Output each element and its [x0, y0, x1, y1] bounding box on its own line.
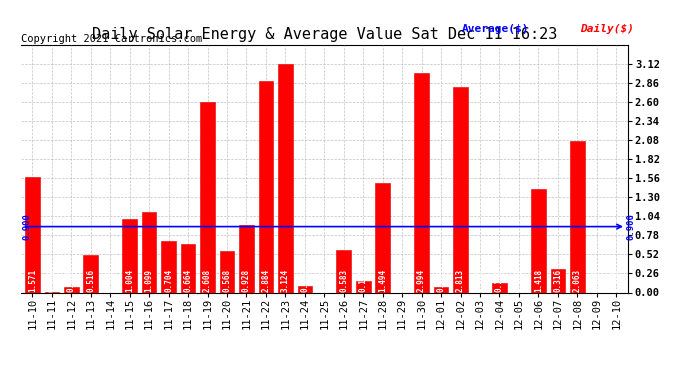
Text: 1.099: 1.099: [145, 269, 154, 292]
Text: 0.000: 0.000: [106, 269, 115, 292]
Bar: [83, 255, 98, 292]
Bar: [297, 286, 312, 292]
Bar: [337, 250, 351, 292]
Text: 2.063: 2.063: [573, 269, 582, 292]
Text: 0.073: 0.073: [437, 269, 446, 292]
Text: 2.608: 2.608: [203, 269, 212, 292]
Bar: [375, 183, 390, 292]
Text: 3.124: 3.124: [281, 269, 290, 292]
Title: Daily Solar Energy & Average Value Sat Dec 11 16:23: Daily Solar Energy & Average Value Sat D…: [92, 27, 557, 42]
Text: 0.092: 0.092: [300, 269, 309, 292]
Text: 1.004: 1.004: [125, 269, 134, 292]
Text: 0.080: 0.080: [67, 269, 76, 292]
Text: 2.813: 2.813: [456, 269, 465, 292]
Text: 0.583: 0.583: [339, 269, 348, 292]
Bar: [142, 212, 157, 292]
Bar: [414, 73, 429, 292]
Bar: [492, 283, 506, 292]
Bar: [64, 286, 79, 292]
Text: 0.163: 0.163: [359, 269, 368, 292]
Text: 0.132: 0.132: [495, 269, 504, 292]
Bar: [570, 141, 584, 292]
Text: 0.000: 0.000: [475, 269, 484, 292]
Text: 1.571: 1.571: [28, 269, 37, 292]
Text: 0.000: 0.000: [592, 269, 601, 292]
Text: 0.012: 0.012: [48, 269, 57, 292]
Text: 0.928: 0.928: [242, 269, 251, 292]
Text: Daily($): Daily($): [580, 24, 633, 34]
Bar: [453, 87, 468, 292]
Text: 0.316: 0.316: [553, 269, 562, 292]
Text: 0.000: 0.000: [612, 269, 621, 292]
Text: 0.900: 0.900: [23, 213, 32, 240]
Text: 1.418: 1.418: [534, 269, 543, 292]
Text: 0.000: 0.000: [515, 269, 524, 292]
Bar: [239, 225, 254, 292]
Bar: [181, 244, 195, 292]
Bar: [356, 280, 371, 292]
Text: 0.568: 0.568: [222, 269, 231, 292]
Bar: [122, 219, 137, 292]
Bar: [278, 64, 293, 292]
Bar: [551, 269, 565, 292]
Text: Average($): Average($): [462, 24, 530, 34]
Text: 2.994: 2.994: [417, 269, 426, 292]
Bar: [531, 189, 546, 292]
Text: 0.900: 0.900: [627, 213, 636, 240]
Bar: [161, 241, 176, 292]
Bar: [259, 81, 273, 292]
Text: 0.516: 0.516: [86, 269, 95, 292]
Text: 1.494: 1.494: [378, 269, 387, 292]
Text: 0.704: 0.704: [164, 269, 173, 292]
Bar: [200, 102, 215, 292]
Bar: [25, 177, 39, 292]
Bar: [434, 287, 448, 292]
Text: 0.000: 0.000: [319, 269, 329, 292]
Text: Copyright 2021 Cartronics.com: Copyright 2021 Cartronics.com: [21, 34, 202, 44]
Text: 2.884: 2.884: [262, 269, 270, 292]
Text: 0.000: 0.000: [397, 269, 406, 292]
Bar: [219, 251, 235, 292]
Text: 0.664: 0.664: [184, 269, 193, 292]
